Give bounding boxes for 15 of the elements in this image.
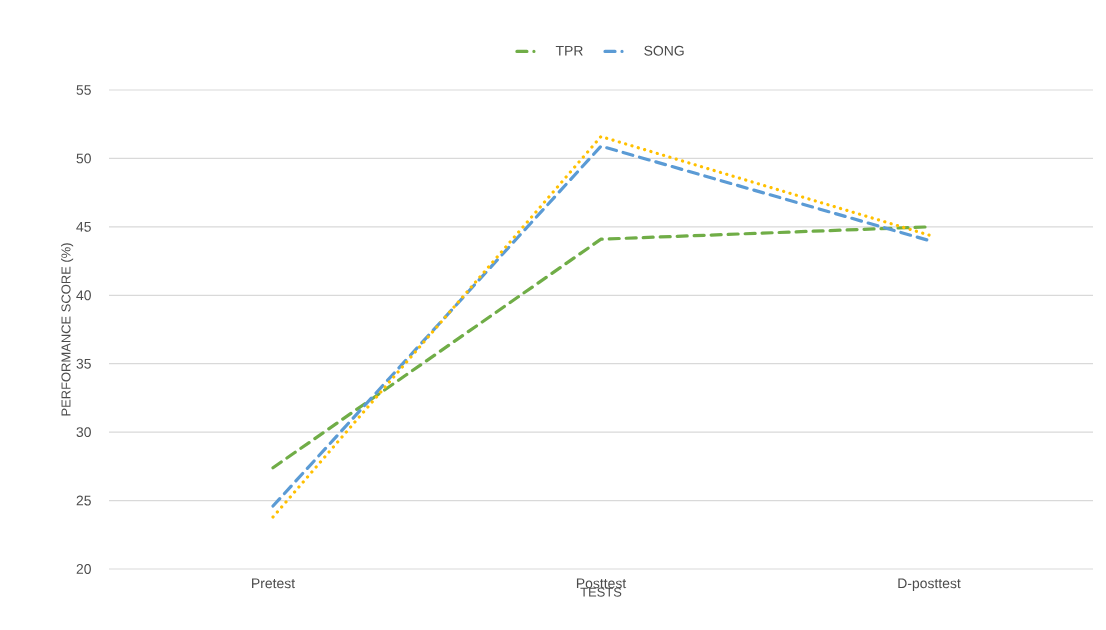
legend-label: TPR [555, 45, 583, 56]
y-tick-label: 20 [76, 564, 91, 574]
y-tick-label: 40 [76, 290, 91, 301]
legend-label: SONG [644, 45, 684, 56]
y-tick-label: 25 [76, 495, 91, 506]
y-tick-label: 35 [76, 358, 91, 369]
y-tick-label: 50 [76, 153, 91, 164]
x-axis-title: TESTS [580, 587, 622, 597]
y-axis-title: PERFORMANCE SCORE (%) [61, 243, 74, 416]
y-tick-label: 30 [76, 427, 91, 438]
y-tick-label: 45 [76, 221, 91, 232]
y-tick-label: 55 [76, 85, 91, 95]
x-tick-label: Pretest [252, 578, 295, 589]
x-tick-label: Posttest [576, 578, 627, 589]
x-tick-label: D-posttest [898, 578, 961, 592]
